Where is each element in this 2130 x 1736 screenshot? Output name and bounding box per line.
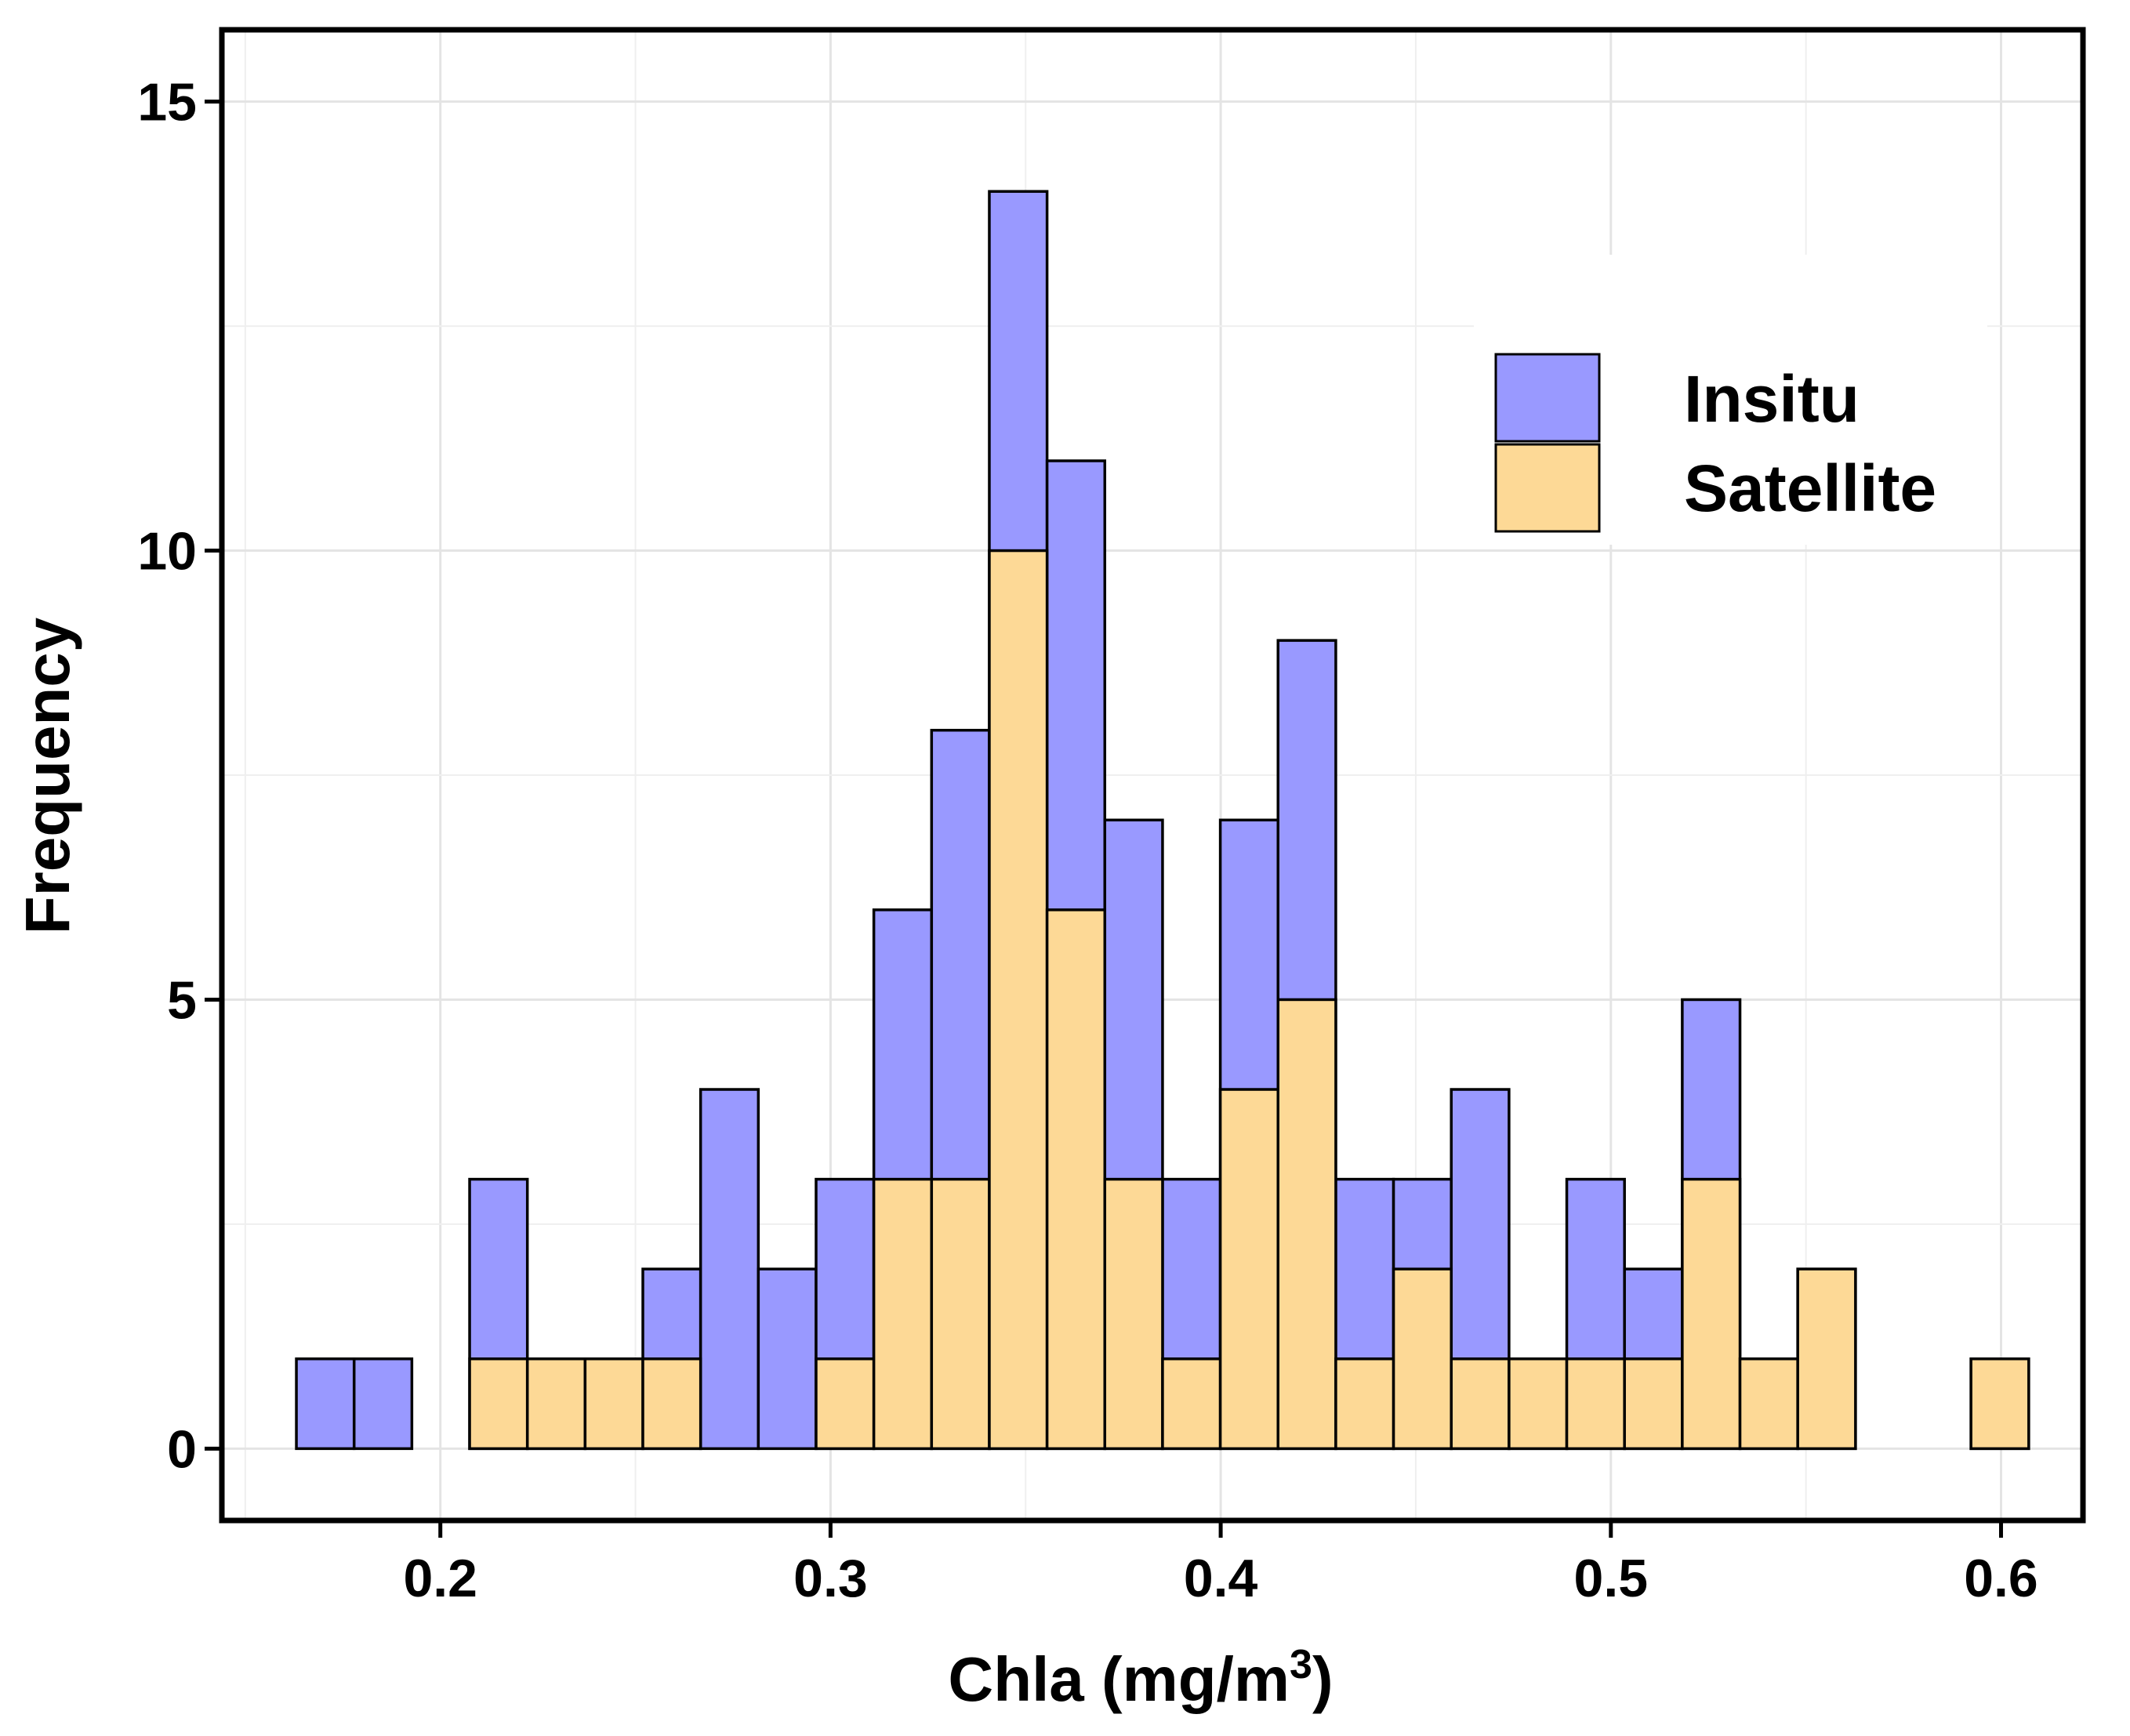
legend-label-insitu: Insitu	[1684, 362, 1860, 436]
bar-satellite-10	[872, 1177, 934, 1451]
bar-satellite-16	[1218, 1088, 1280, 1451]
x-axis-title-close: )	[1312, 1644, 1334, 1714]
legend: Insitu Satellite	[1474, 255, 1987, 545]
y-axis-title: Frequency	[13, 617, 82, 934]
bar-satellite-22	[1565, 1357, 1626, 1451]
y-tick-label: 10	[137, 522, 197, 582]
legend-swatch-insitu	[1494, 353, 1601, 443]
bar-satellite-19	[1392, 1267, 1453, 1451]
bar-satellite-6	[641, 1357, 702, 1451]
bar-satellite-25	[1738, 1357, 1799, 1451]
bar-satellite-26	[1796, 1267, 1857, 1451]
plot-frame	[219, 27, 2086, 1524]
bar-satellite-14	[1103, 1177, 1164, 1451]
bar-satellite-17	[1276, 998, 1337, 1451]
bar-satellite-20	[1450, 1357, 1511, 1451]
bar-satellite-4	[525, 1357, 587, 1451]
y-tick-label: 0	[167, 1419, 197, 1479]
x-tick-label: 0.2	[403, 1549, 477, 1608]
bar-satellite-13	[1045, 908, 1107, 1451]
bar-satellite-12	[988, 549, 1049, 1451]
bars	[295, 190, 2030, 1451]
x-axis-title: Chla (mg/m3)	[948, 1642, 1333, 1714]
bar-insitu-1	[352, 1357, 414, 1451]
bar-satellite-24	[1681, 1177, 1742, 1451]
bar-satellite-3	[468, 1357, 529, 1451]
bar-satellite-9	[815, 1357, 876, 1451]
bar-satellite-29	[1969, 1357, 2030, 1451]
bar-satellite-21	[1508, 1357, 1569, 1451]
x-tick-label: 0.4	[1184, 1549, 1258, 1608]
y-tick-label: 5	[167, 970, 197, 1030]
x-tick-label: 0.3	[793, 1549, 868, 1608]
bar-insitu-8	[757, 1267, 818, 1451]
x-tick-label: 0.6	[1964, 1549, 2038, 1608]
bar-satellite-18	[1334, 1357, 1395, 1451]
bar-insitu-0	[295, 1357, 356, 1451]
y-tick-label: 15	[137, 73, 197, 132]
bar-satellite-5	[583, 1357, 644, 1451]
bar-insitu-7	[699, 1088, 760, 1451]
legend-label-satellite: Satellite	[1684, 451, 1936, 525]
bar-satellite-15	[1161, 1357, 1222, 1451]
x-axis-title-main: Chla (mg/m	[948, 1644, 1290, 1714]
x-axis-title-sup: 3	[1290, 1642, 1312, 1687]
bar-satellite-11	[930, 1177, 991, 1451]
x-tick-label: 0.5	[1574, 1549, 1649, 1608]
legend-swatch-satellite	[1494, 443, 1601, 533]
axis-ticks: 0.2 0.3 0.4 0.5 0.6 0 5 10 15	[137, 73, 2037, 1608]
bar-satellite-23	[1623, 1357, 1684, 1451]
